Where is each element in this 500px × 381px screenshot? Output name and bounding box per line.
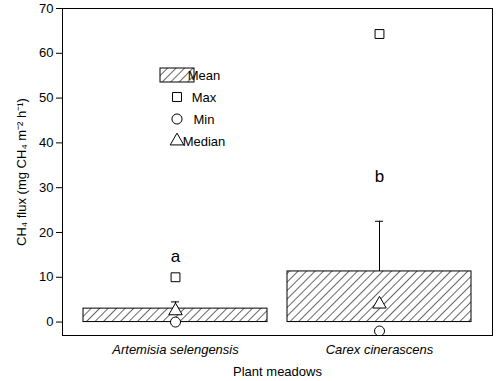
svg-text:Mean: Mean [188, 68, 221, 83]
svg-text:CH₄ flux (mg CH₄ m⁻² h⁻¹): CH₄ flux (mg CH₄ m⁻² h⁻¹) [14, 98, 29, 246]
svg-text:Plant meadows: Plant meadows [233, 364, 322, 379]
svg-text:0: 0 [46, 314, 53, 329]
svg-text:a: a [171, 247, 181, 266]
svg-text:30: 30 [39, 180, 53, 195]
svg-text:Median: Median [183, 134, 226, 149]
svg-text:40: 40 [39, 135, 53, 150]
svg-text:20: 20 [39, 225, 53, 240]
svg-text:70: 70 [39, 1, 53, 16]
svg-text:50: 50 [39, 90, 53, 105]
svg-text:60: 60 [39, 45, 53, 60]
svg-text:Artemisia selengensis: Artemisia selengensis [111, 342, 239, 357]
svg-text:Max: Max [192, 90, 217, 105]
svg-text:Carex cinerascens: Carex cinerascens [326, 342, 434, 357]
svg-text:b: b [375, 167, 384, 186]
svg-text:10: 10 [39, 269, 53, 284]
svg-text:Min: Min [194, 112, 215, 127]
